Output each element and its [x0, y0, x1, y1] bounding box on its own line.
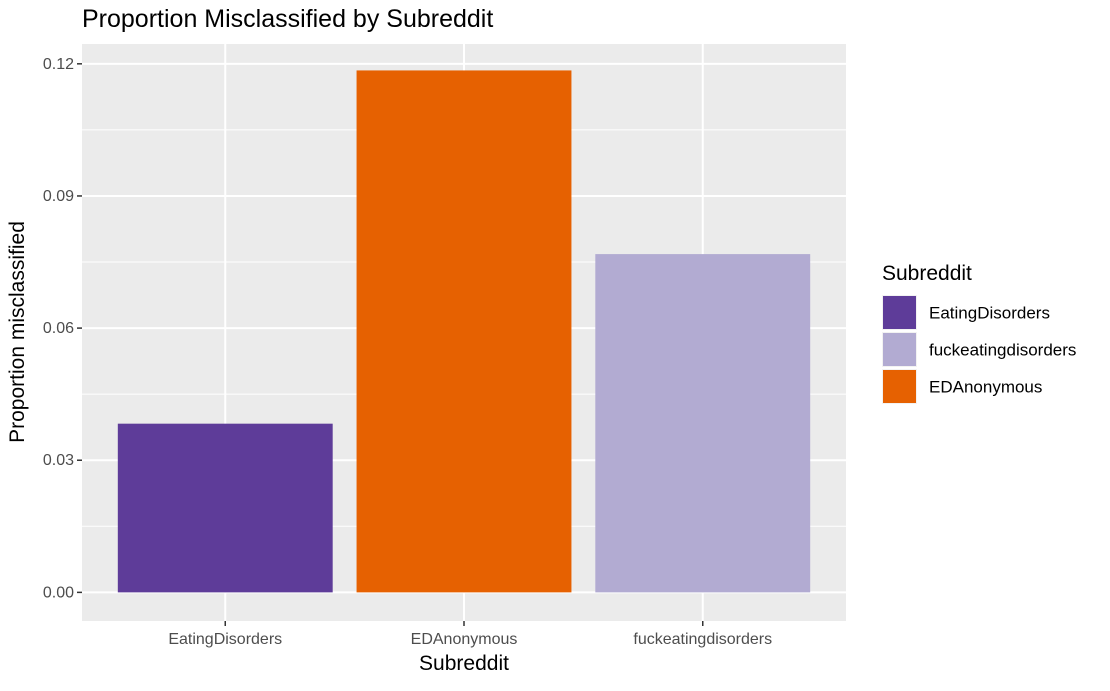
legend-swatch — [883, 296, 916, 329]
x-axis-title: Subreddit — [419, 652, 509, 675]
legend-title: Subreddit — [882, 262, 972, 285]
legend-swatch — [883, 370, 916, 403]
x-tick-label: fuckeatingdisorders — [633, 631, 772, 648]
legend-swatch — [883, 333, 916, 366]
y-tick-label: 0.00 — [43, 584, 74, 601]
bar-EatingDisorders — [117, 423, 333, 593]
y-axis-title: Proportion misclassified — [6, 221, 29, 443]
legend: Subreddit EatingDisorders fuckeatingdisor… — [882, 262, 1076, 404]
x-axis: EatingDisorders EDAnonymous fuckeatingdiso… — [168, 621, 772, 648]
bars — [117, 70, 811, 593]
chart-title: Proportion Misclassified by Subreddit — [82, 5, 493, 33]
x-tick-label: EatingDisorders — [168, 631, 282, 648]
legend-label: EDAnonymous — [929, 378, 1042, 397]
y-tick-label: 0.03 — [43, 452, 74, 469]
x-tick-label: EDAnonymous — [411, 631, 518, 648]
bar-fuckeatingdisorders — [595, 254, 811, 593]
y-axis: 0.00 0.03 0.06 0.09 0.12 — [43, 56, 82, 601]
y-tick-label: 0.09 — [43, 188, 74, 205]
legend-label: fuckeatingdisorders — [929, 341, 1076, 360]
y-tick-label: 0.06 — [43, 320, 74, 337]
legend-label: EatingDisorders — [929, 304, 1050, 323]
y-tick-label: 0.12 — [43, 56, 74, 73]
bar-EDAnonymous — [356, 70, 572, 593]
